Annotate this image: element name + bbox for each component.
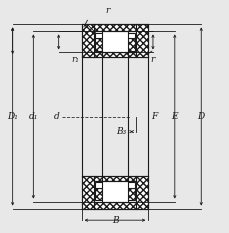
Text: d₁: d₁ [29, 112, 38, 121]
Bar [125, 33, 134, 38]
Bar [95, 33, 104, 38]
Bar [125, 182, 134, 188]
Text: D: D [197, 112, 204, 121]
Bar [95, 182, 104, 188]
Bar [102, 31, 127, 52]
Bar [102, 181, 127, 202]
Text: D₁: D₁ [7, 112, 18, 121]
Bar [125, 38, 134, 51]
Text: F: F [150, 112, 157, 121]
Bar [95, 38, 104, 51]
Text: B: B [111, 216, 118, 225]
Bar [125, 188, 134, 200]
Bar [105, 188, 124, 200]
Bar [105, 38, 124, 51]
Text: d: d [53, 112, 59, 121]
Bar [94, 181, 135, 202]
Bar [95, 188, 104, 200]
Bar [94, 31, 135, 52]
Text: r₁: r₁ [71, 55, 79, 64]
Bar [81, 24, 148, 57]
Text: E: E [171, 112, 177, 121]
Text: r: r [150, 55, 154, 64]
Text: B₃: B₃ [116, 127, 126, 136]
Text: r: r [105, 6, 109, 15]
Bar [81, 176, 148, 209]
